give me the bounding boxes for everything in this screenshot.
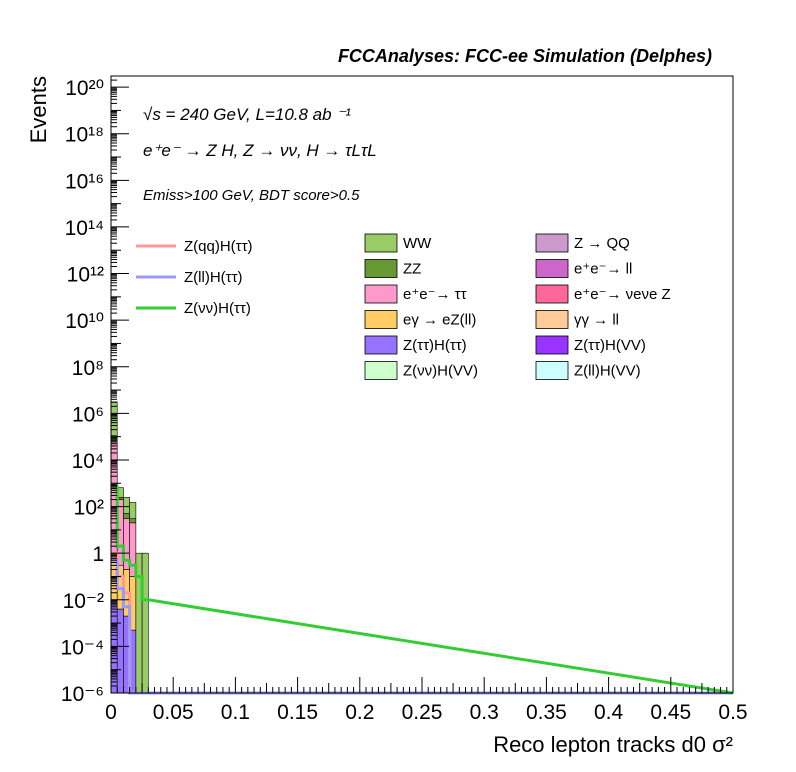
signal-line bbox=[111, 485, 734, 695]
x-tick-label: 0.45 bbox=[650, 701, 691, 724]
legend-swatch bbox=[364, 361, 398, 380]
legend-swatch bbox=[364, 335, 398, 355]
signal-line bbox=[111, 558, 733, 695]
legend-label: Z → QQ bbox=[574, 235, 630, 252]
y-tick-label: 10¹⁶ bbox=[65, 170, 104, 193]
legend-label: Z(ττ)H(VV) bbox=[574, 337, 646, 354]
y-tick-label: 10¹⁰ bbox=[65, 310, 104, 333]
legend-swatch bbox=[535, 361, 569, 380]
x-axis-label: Reco lepton tracks d0 σ² bbox=[493, 732, 733, 757]
legend-label: γγ → ll bbox=[574, 312, 619, 329]
stack-bar bbox=[129, 518, 137, 524]
legend-swatch bbox=[535, 310, 569, 329]
legend-label: e⁺e⁻→ ll bbox=[574, 261, 632, 278]
legend-label: eγ → eZ(ll) bbox=[403, 312, 476, 329]
x-tick-label: 0.5 bbox=[718, 701, 747, 724]
legend-label: Z(νν)H(ττ) bbox=[184, 300, 251, 317]
legend-label: ZZ bbox=[403, 261, 421, 278]
legend-swatch bbox=[535, 284, 569, 304]
legend-swatch bbox=[364, 310, 398, 329]
y-tick-label: 10¹⁴ bbox=[65, 217, 104, 240]
stack-bar bbox=[129, 502, 137, 520]
y-axis-label: Events bbox=[26, 76, 51, 143]
annotations: √s = 240 GeV, L=10.8 ab ⁻¹ e⁺e⁻ → Z H, Z… bbox=[143, 105, 377, 204]
legend-label: e⁺e⁻→ ττ bbox=[403, 286, 467, 303]
stack-bar bbox=[116, 608, 124, 694]
chart-title: FCCAnalyses: FCC-ee Simulation (Delphes) bbox=[338, 46, 712, 66]
legend-label: Z(ll)H(ττ) bbox=[184, 269, 243, 286]
x-tick-label: 0.35 bbox=[526, 701, 567, 724]
y-tick-label: 10¹⁸ bbox=[65, 124, 104, 147]
y-tick-label: 10⁻⁴ bbox=[61, 636, 104, 659]
y-tick-label: 10¹² bbox=[67, 264, 104, 287]
x-tick-label: 0.4 bbox=[594, 701, 624, 724]
x-axis: 0 0.05 0.1 0.15 0.2 0.25 0.3 0.35 0.4 0.45 0.5 bbox=[105, 677, 748, 724]
y-tick-label: 10⁴ bbox=[72, 450, 104, 473]
stack-bar bbox=[123, 513, 130, 519]
legend-swatch bbox=[364, 233, 398, 253]
x-tick-label: 0.3 bbox=[470, 701, 499, 724]
legend-swatch bbox=[364, 284, 398, 304]
signal-lines bbox=[111, 485, 734, 695]
y-tick-label: 10² bbox=[74, 497, 104, 520]
y-tick-label: 10⁻² bbox=[63, 590, 104, 613]
legend-label: Z(ττ)H(ττ) bbox=[403, 337, 467, 354]
stack-bar bbox=[123, 496, 130, 514]
legend-label: WW bbox=[403, 235, 432, 252]
y-tick-label: 10⁻⁶ bbox=[61, 683, 104, 706]
selection-label: Emiss>100 GeV, BDT score>0.5 bbox=[143, 187, 360, 204]
x-tick-label: 0.15 bbox=[277, 701, 318, 724]
y-axis: 10⁻⁶ 10⁻⁴ 10⁻² 1 10² 10⁴ 10⁶ 10⁸ 10¹⁰ 10¹² 10¹⁴ 10¹… bbox=[61, 75, 129, 706]
stack-bar bbox=[141, 552, 149, 694]
legend-backgrounds: WW Z → QQ ZZ e⁺e⁻→ ll e⁺e⁻→ ττ e⁺e⁻→ νeνe Z eγ… bbox=[364, 233, 671, 380]
legend-swatch bbox=[535, 335, 569, 355]
legend-signals: Z(qq)H(ττ) Z(ll)H(ττ) Z(νν)H(ττ) bbox=[136, 238, 253, 317]
x-tick-label: 0.25 bbox=[402, 701, 443, 724]
legend-label: Z(νν)H(VV) bbox=[403, 363, 478, 380]
legend-swatch bbox=[535, 259, 569, 278]
y-tick-label: 10⁸ bbox=[72, 357, 104, 380]
y-tick-label: 10²⁰ bbox=[65, 77, 104, 100]
legend-swatch bbox=[364, 259, 398, 278]
y-tick-label: 10⁶ bbox=[72, 403, 104, 426]
energy-lumi-label: √s = 240 GeV, L=10.8 ab ⁻¹ bbox=[143, 105, 351, 124]
legend-label: Z(qq)H(ττ) bbox=[184, 238, 253, 255]
plot-frame bbox=[110, 75, 734, 694]
signal-line bbox=[111, 551, 733, 695]
y-tick-label: 1 bbox=[92, 543, 104, 566]
legend-label: Z(ll)H(VV) bbox=[574, 363, 641, 380]
legend-label: e⁺e⁻→ νeνe Z bbox=[574, 286, 671, 303]
x-tick-label: 0 bbox=[105, 701, 117, 724]
legend-swatch bbox=[535, 233, 569, 253]
x-tick-label: 0.05 bbox=[153, 701, 194, 724]
x-tick-label: 0.1 bbox=[221, 701, 250, 724]
x-tick-label: 0.2 bbox=[345, 701, 374, 724]
process-label: e⁺e⁻ → Z H, Z → νν, H → τLτL bbox=[143, 141, 377, 160]
